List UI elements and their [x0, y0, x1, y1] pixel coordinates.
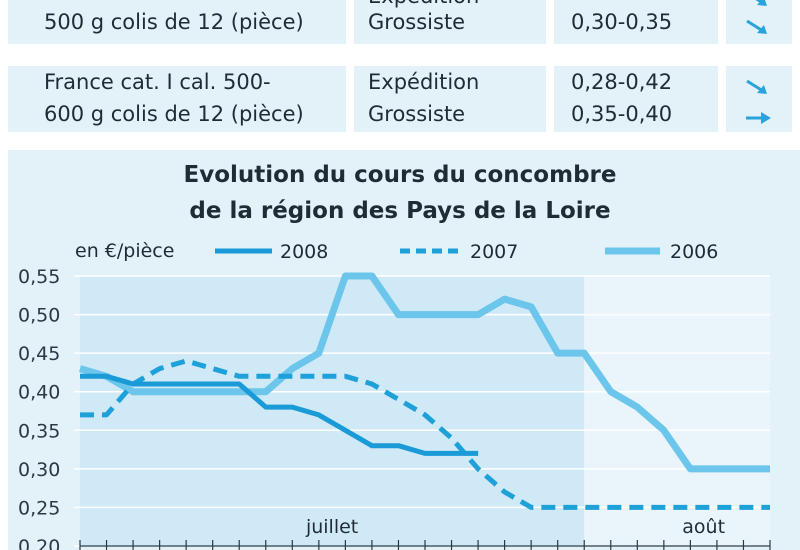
trend-down-icon [746, 19, 767, 34]
column-divider [346, 66, 354, 132]
column-divider [346, 0, 354, 44]
stage-label: Grossiste [368, 10, 466, 34]
legend-label-2006: 2006 [670, 241, 718, 263]
chart-title-line1: Evolution du cours du concombre [183, 162, 617, 188]
product-label-line1: France cat. I cal. 500- [44, 70, 271, 94]
column-divider [718, 66, 726, 132]
y-tick-label: 0,25 [18, 497, 60, 519]
y-tick-label: 0,20 [18, 536, 60, 550]
series-line-2007 [80, 358, 770, 510]
y-tick-label: 0,30 [18, 459, 60, 481]
table-row: France cat. I cal. 500- 600 g colis de 1… [8, 66, 792, 132]
price-table: 500 g colis de 12 (pièce) Expédition Gro… [0, 0, 800, 138]
product-label-line2: 500 g colis de 12 (pièce) [44, 10, 304, 34]
y-tick-label: 0,50 [18, 305, 60, 327]
y-tick-label: 0,55 [18, 266, 60, 288]
month-label: août [682, 516, 725, 538]
stage-label: Grossiste [368, 102, 466, 126]
trend-down-icon [755, 0, 767, 6]
series-line-2006 [79, 272, 770, 473]
stage-label: Expédition [368, 70, 480, 94]
month-label: juillet [305, 516, 358, 538]
table-row: 500 g colis de 12 (pièce) Expédition Gro… [8, 0, 792, 44]
price-range: 0,30-0,35 [571, 10, 673, 34]
trend-down-icon [746, 79, 767, 94]
trend-flat-icon [746, 112, 771, 124]
legend-label-2008: 2008 [280, 241, 328, 263]
legend-label-2007: 2007 [470, 241, 518, 263]
plot-background-august [584, 276, 770, 546]
chart-title-line2: de la région des Pays de la Loire [189, 198, 611, 224]
price-range: 0,28-0,42 [571, 70, 673, 94]
y-tick-label: 0,40 [18, 382, 60, 404]
series-line-2008 [80, 373, 479, 456]
y-tick-label: 0,45 [18, 343, 60, 365]
y-axis-unit-label: en €/pièce [75, 240, 174, 262]
stage-label: Expédition [368, 0, 479, 12]
price-range: 0,35-0,40 [571, 102, 673, 126]
column-divider [718, 0, 726, 44]
y-tick-label: 0,35 [18, 420, 60, 442]
column-divider [546, 0, 554, 44]
column-divider [546, 66, 554, 132]
product-label-line2: 600 g colis de 12 (pièce) [44, 102, 304, 126]
